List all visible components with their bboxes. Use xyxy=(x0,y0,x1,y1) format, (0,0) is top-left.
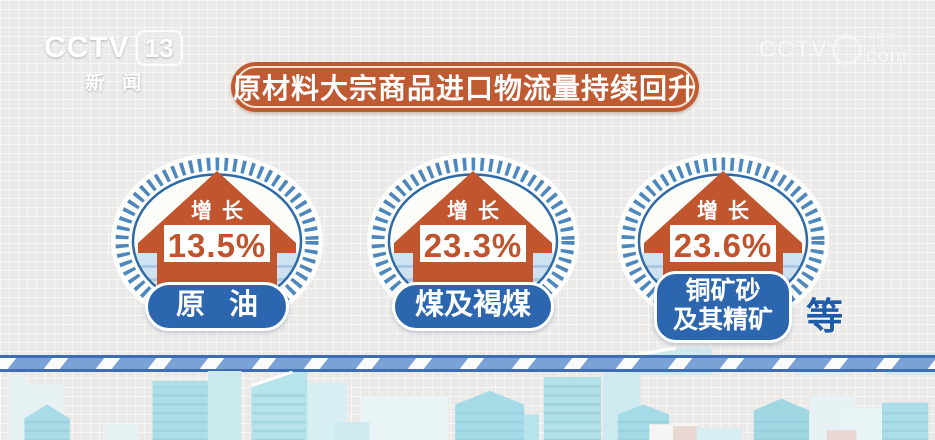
category-label-line1: 铜矿砂 xyxy=(685,277,761,305)
watermark-suffix-text: com xyxy=(865,45,907,67)
page-title: 原材料大宗商品进口物流量持续回升 xyxy=(233,73,698,104)
title-banner: 原材料大宗商品进口物流量持续回升 xyxy=(231,62,699,112)
channel-logo-row: CCTV 13 xyxy=(44,30,183,66)
channel-number: 13 xyxy=(144,33,174,63)
etc-suffix: 等 xyxy=(806,296,843,337)
growth-label: 增长 xyxy=(447,200,509,223)
channel-number-badge: 13 xyxy=(135,30,183,66)
stat-badge-coal: 增长 23.3% 煤及褐煤 xyxy=(361,149,585,339)
growth-label: 增长 xyxy=(191,200,253,223)
category-label-line2: 及其精矿 xyxy=(672,305,774,334)
category-pill: 煤及褐煤 xyxy=(391,282,555,331)
category-label: 原 油 xyxy=(175,289,267,321)
category-label: 煤及褐煤 xyxy=(414,289,532,321)
watermark-site-text: 央视网 xyxy=(865,33,896,44)
growth-label: 增长 xyxy=(697,200,759,223)
value-plate xyxy=(420,225,526,262)
growth-value: 13.5% xyxy=(167,227,267,264)
value-plate xyxy=(164,225,270,262)
road-stripe-bar xyxy=(0,355,935,372)
title-banner-inner-border: 原材料大宗商品进口物流量持续回升 xyxy=(233,66,698,108)
cctv-com-watermark: CCTV 央视网 com xyxy=(758,33,907,67)
stat-badge-crude-oil: 增长 13.5% 原 油 xyxy=(105,149,329,339)
road-stripes xyxy=(0,358,935,369)
cctv-logo-text: CCTV xyxy=(44,31,130,64)
watermark-col: 央视网 com xyxy=(865,33,907,67)
growth-value: 23.6% xyxy=(673,227,773,264)
skyline-foreground xyxy=(6,371,929,440)
watermark-brand-text: CCTV xyxy=(758,36,828,63)
category-pill: 原 油 xyxy=(144,282,290,331)
growth-value: 23.3% xyxy=(423,227,523,264)
cctv-ring-icon xyxy=(831,35,862,65)
stat-badge-copper-ore: 增长 23.6% 铜矿砂 及其精矿 xyxy=(611,149,835,343)
value-plate xyxy=(670,225,776,262)
channel-logo: CCTV 13 新闻 xyxy=(44,30,183,95)
category-pill: 铜矿砂 及其精矿 xyxy=(653,271,793,343)
channel-caption: 新闻 xyxy=(85,73,160,94)
